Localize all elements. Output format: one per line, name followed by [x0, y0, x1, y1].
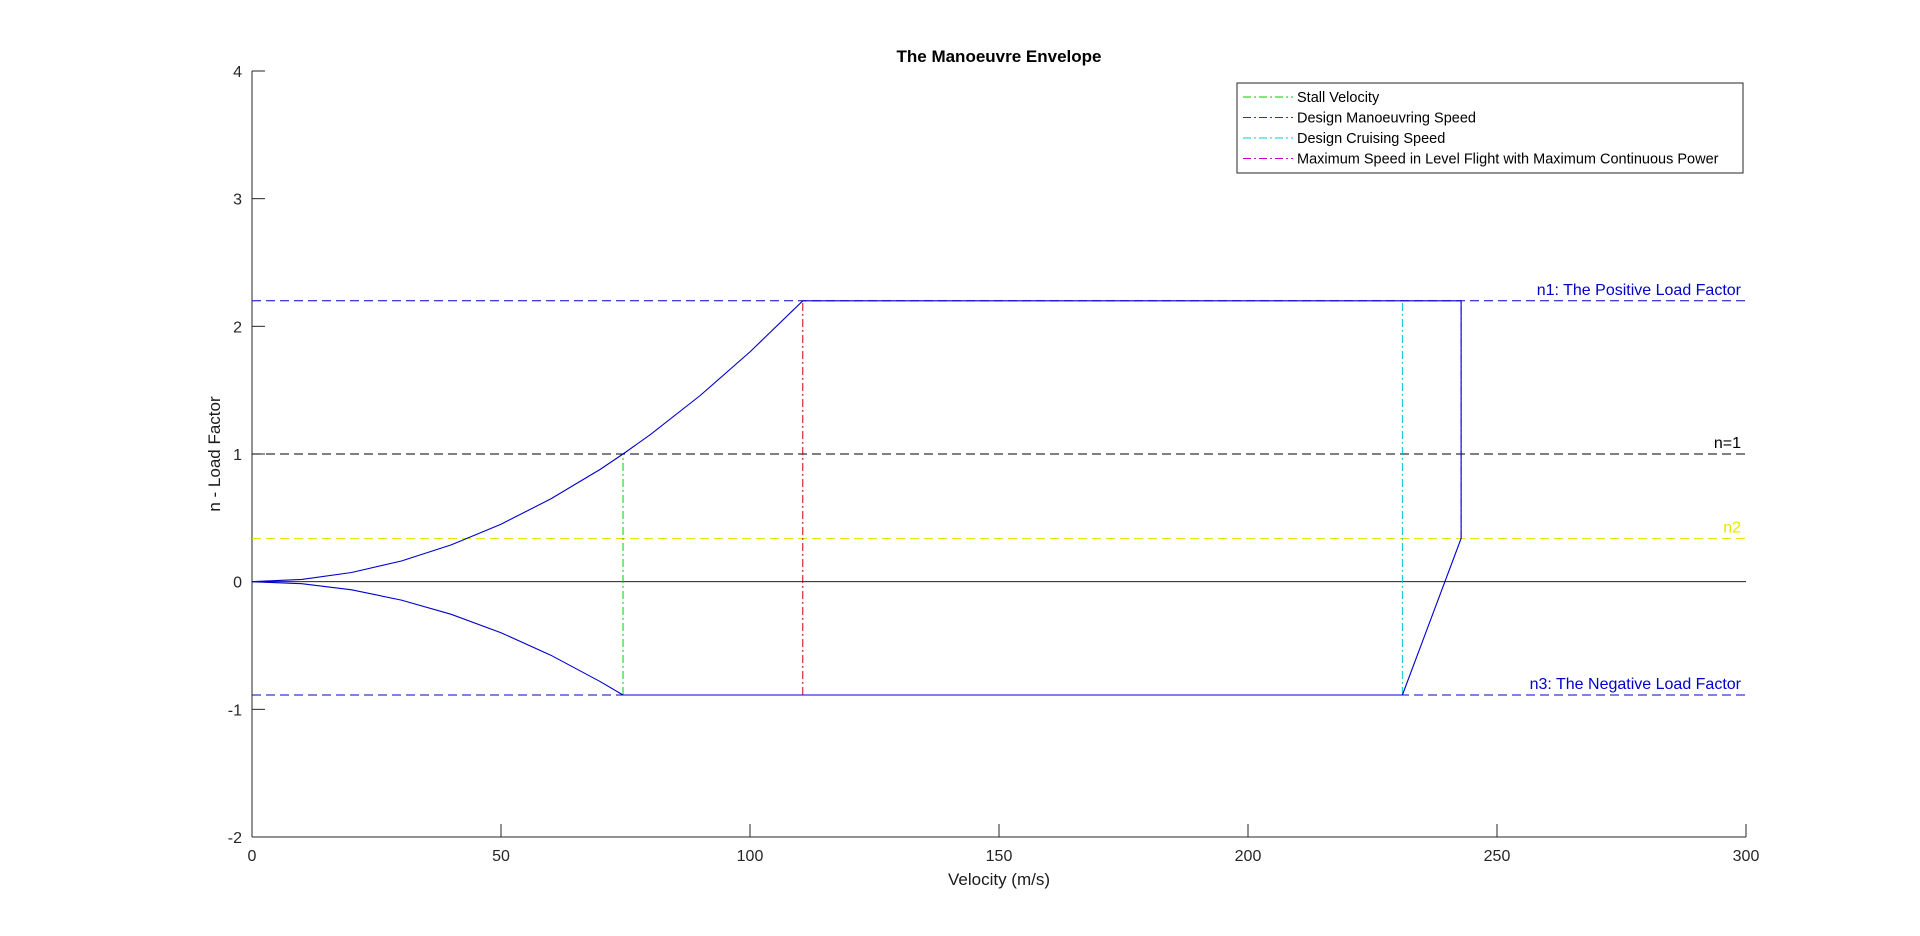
y-tick-label: 0 — [233, 575, 242, 592]
legend-box — [1236, 82, 1744, 174]
x-tick-label: 250 — [1484, 848, 1511, 865]
y-axis-label: n - Load Factor — [205, 396, 224, 512]
y-tick-label: -2 — [228, 830, 242, 847]
reference-line-label: n1: The Positive Load Factor — [1537, 282, 1742, 299]
x-tick-label: 0 — [248, 848, 257, 865]
reference-line-label: n=1 — [1714, 435, 1741, 452]
y-tick-label: 3 — [233, 192, 242, 209]
legend: Stall Velocity Design Manoeuvring Speed De… — [1236, 82, 1744, 174]
x-axis-label: Velocity (m/s) — [948, 870, 1050, 889]
reference-line-label: n2 — [1723, 520, 1741, 537]
x-tick-label: 50 — [492, 848, 510, 865]
y-tick-label: 2 — [233, 319, 242, 336]
envelope-right-edge — [1401, 300, 1462, 696]
legend-entry: Design Manoeuvring Speed — [1297, 111, 1476, 127]
envelope-lower-curve — [251, 581, 624, 696]
x-tick-label: 300 — [1733, 848, 1760, 865]
reference-line-label: n3: The Negative Load Factor — [1530, 676, 1742, 693]
envelope-upper-curve — [251, 300, 804, 583]
legend-entry: Maximum Speed in Level Flight with Maxim… — [1297, 152, 1719, 168]
y-tick-label: 1 — [233, 447, 242, 464]
legend-entry: Design Cruising Speed — [1297, 131, 1445, 147]
y-tick-label: 4 — [233, 64, 242, 81]
legend-entry: Stall Velocity — [1297, 90, 1380, 106]
plot-area: 0 50 100 150 200 250 300 -2 -1 0 1 2 3 4 n1: The Posit… — [228, 64, 1760, 865]
x-tick-label: 100 — [737, 848, 764, 865]
x-tick-label: 200 — [1235, 848, 1262, 865]
x-tick-label: 150 — [986, 848, 1013, 865]
y-tick-label: -1 — [228, 702, 242, 719]
chart-title: The Manoeuvre Envelope — [897, 47, 1102, 66]
